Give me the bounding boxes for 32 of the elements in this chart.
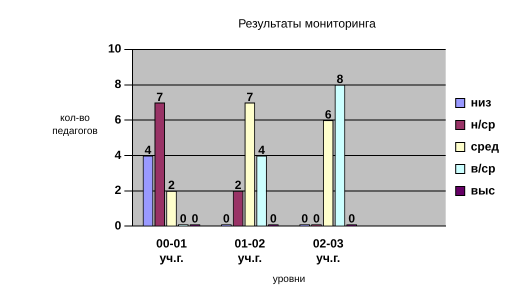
data-label: 4 (144, 142, 152, 157)
data-label: 8 (336, 72, 344, 86)
y-tick-label: 2 (114, 183, 122, 198)
y-tick-label: 6 (114, 112, 122, 126)
data-label: 2 (234, 178, 242, 192)
data-label: 4 (258, 142, 266, 157)
legend-label: выс (470, 183, 496, 198)
legend-label: н/ср (470, 117, 496, 132)
data-label: 0 (301, 212, 308, 226)
data-label: 7 (246, 90, 254, 104)
data-label: 0 (348, 212, 356, 226)
x-tick-label: 01-02 уч.г. (234, 236, 266, 266)
data-label: 0 (270, 212, 278, 226)
legend-label: в/ср (470, 161, 496, 176)
x-tick-label: 00-01 уч.г. (156, 236, 188, 266)
data-label: 0 (223, 212, 230, 226)
legend-label: сред (470, 139, 500, 154)
x-axis-title: уровни (272, 274, 306, 285)
data-label: 0 (192, 212, 199, 226)
legend-label: низ (470, 95, 492, 110)
y-axis-title: кол-во педагогов (51, 112, 99, 138)
y-tick-label: 4 (114, 148, 122, 162)
data-label: 0 (313, 212, 320, 226)
y-tick-label: 0 (114, 218, 122, 233)
data-label: 2 (168, 178, 176, 192)
chart-title: Результаты мониторинга (238, 16, 376, 31)
data-label: 0 (180, 212, 187, 226)
data-label: 6 (324, 107, 332, 122)
data-label: 7 (156, 90, 164, 104)
y-tick-label: 10 (108, 42, 122, 56)
x-tick-label: 02-03 уч.г. (312, 236, 344, 266)
y-tick-label: 8 (114, 77, 122, 92)
